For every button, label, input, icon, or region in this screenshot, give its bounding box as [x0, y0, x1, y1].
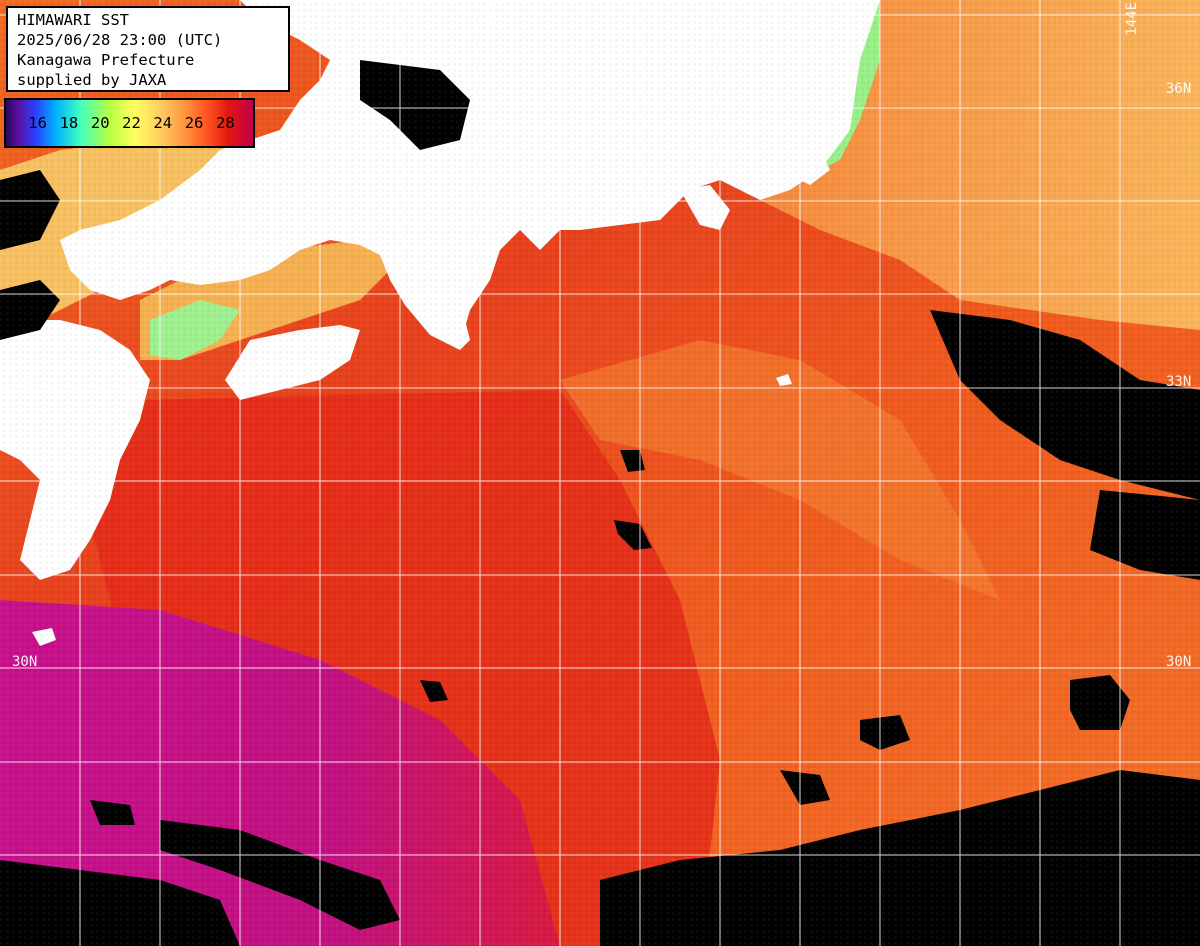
legend-tick: 18	[59, 114, 79, 132]
legend-tick: 22	[122, 114, 141, 132]
legend-tick: 28	[215, 114, 235, 132]
info-box: HIMAWARI SST 2025/06/28 23:00 (UTC) Kana…	[6, 6, 290, 92]
legend-tick: 24	[153, 114, 173, 132]
legend-tick: 20	[90, 114, 110, 132]
legend-ticks: 16 18 20 22 24 26 28	[6, 100, 253, 146]
map-title: HIMAWARI SST	[17, 11, 129, 29]
lat-label-30n-left: 30N	[12, 654, 38, 670]
temperature-color-legend: 16 18 20 22 24 26 28	[4, 98, 255, 148]
observation-datetime: 2025/06/28 23:00 (UTC)	[17, 31, 223, 49]
lat-label-36n: 36N	[1166, 81, 1192, 97]
lat-label-33-left: 33	[14, 374, 31, 390]
data-credit: supplied by JAXA	[17, 71, 167, 89]
region-name: Kanagawa Prefecture	[17, 51, 195, 69]
legend-tick: 16	[28, 114, 47, 132]
lat-label-33n-right: 33N	[1166, 374, 1192, 390]
lon-label-144e: 144E	[1124, 2, 1140, 36]
lat-label-30n-right: 30N	[1166, 654, 1192, 670]
legend-tick: 26	[184, 114, 204, 132]
lon-label-136e: 136E	[484, 2, 500, 36]
